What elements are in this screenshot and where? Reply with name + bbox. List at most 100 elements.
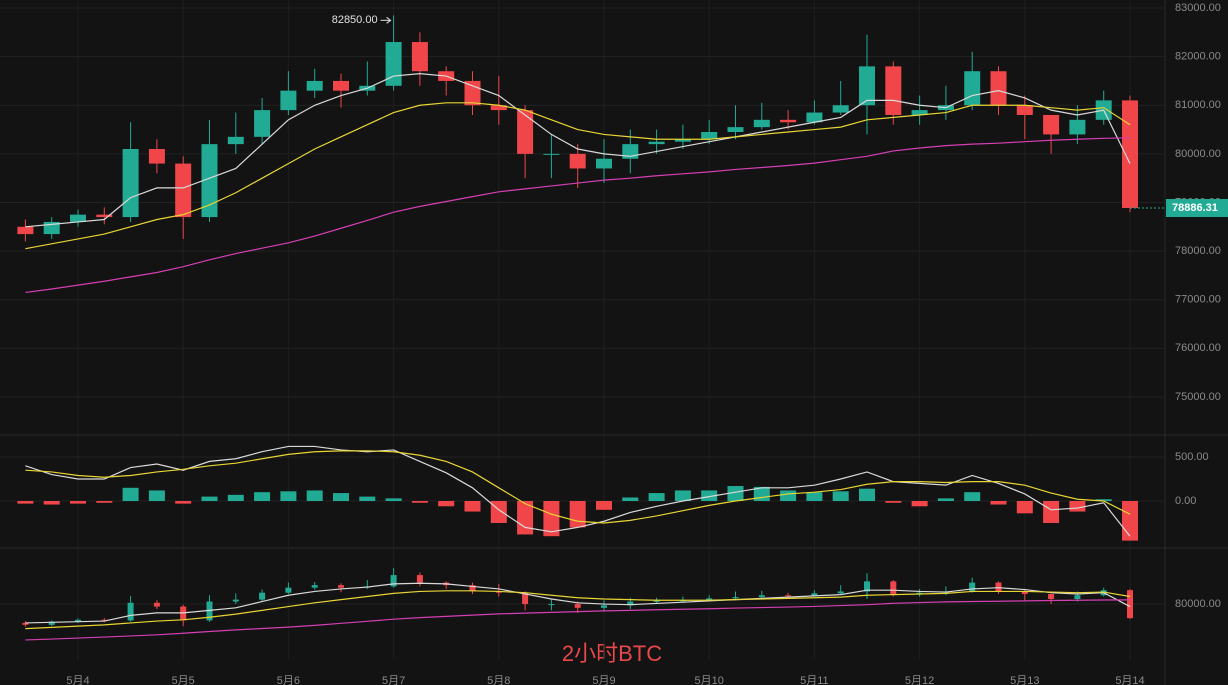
macd-bar <box>674 490 691 501</box>
lower-candle-body <box>995 582 1002 592</box>
macd-bar <box>543 501 560 537</box>
candle-body <box>1122 100 1138 209</box>
candle-body <box>727 127 744 132</box>
lower-candle-body <box>1048 593 1055 600</box>
macd-bar <box>122 487 139 501</box>
macd-bar <box>43 501 60 505</box>
macd-bar <box>1069 501 1086 512</box>
macd-bar <box>701 490 718 501</box>
candle-body <box>885 66 902 115</box>
candle-body <box>306 80 323 91</box>
macd-bar <box>780 490 797 501</box>
y-tick-label: 82000.00 <box>1175 51 1221 63</box>
x-tick-label: 5月6 <box>277 675 300 685</box>
candle-body <box>1043 114 1060 135</box>
candle-body <box>543 153 560 155</box>
annotation-arrowhead <box>386 16 392 24</box>
x-tick-label: 5月9 <box>592 675 615 685</box>
lower-candle-body <box>916 592 923 594</box>
macd-bar <box>990 501 1007 505</box>
lower-candle-body <box>469 585 476 592</box>
x-tick-label: 5月11 <box>800 675 829 685</box>
y-tick-label: 83000.00 <box>1175 2 1221 14</box>
lower-candle-body <box>259 592 266 600</box>
macd-bar <box>385 498 402 501</box>
macd-bar <box>648 493 665 501</box>
watermark-title: 2小时BTC <box>562 641 662 666</box>
lower-ma-line <box>25 582 1131 624</box>
macd-line <box>25 450 1131 524</box>
macd-bar <box>885 501 902 503</box>
x-tick-label: 5月10 <box>695 675 724 685</box>
candle-body <box>648 141 665 145</box>
macd-bar <box>411 501 428 503</box>
lower-candle-body <box>127 602 134 621</box>
x-tick-label: 5月5 <box>172 675 195 685</box>
ma-line <box>25 137 1131 294</box>
macd-bar <box>17 501 34 504</box>
candle-body <box>464 80 481 106</box>
macd-bar <box>201 496 218 501</box>
macd-bar <box>622 497 639 501</box>
lower-candle-body <box>338 585 344 588</box>
y-tick-label: 80000.00 <box>1175 148 1221 160</box>
candle-body <box>753 119 770 128</box>
annotation-label: 82850.00 <box>332 14 378 26</box>
lower-candle-body <box>785 595 792 597</box>
macd-bar <box>964 492 981 501</box>
lower-candle-body <box>653 600 660 602</box>
y-tick-label: 500.00 <box>1175 451 1209 463</box>
last-price-box <box>1166 199 1228 218</box>
lower-candle-body <box>101 619 108 621</box>
ma-line <box>25 73 1131 228</box>
candle-body <box>911 110 928 115</box>
candle-body <box>701 131 718 140</box>
candle-body <box>569 153 586 169</box>
y-tick-label: 75000.00 <box>1175 391 1221 403</box>
lower-candle-body <box>153 602 160 607</box>
candle-body <box>280 90 297 111</box>
lower-candle-body <box>837 591 844 594</box>
lower-candle-body <box>601 605 607 608</box>
candle-body <box>832 105 849 113</box>
candle-body <box>254 110 271 137</box>
candle-body <box>385 42 402 86</box>
macd-bar <box>596 501 612 510</box>
macd-bar <box>254 492 271 501</box>
lower-candle-body <box>522 592 529 605</box>
candle-body <box>1016 105 1033 115</box>
y-tick-label: 78000.00 <box>1175 245 1221 257</box>
macd-bar <box>832 491 849 501</box>
macd-bar <box>569 501 586 528</box>
candle-body <box>490 105 507 111</box>
candle-body <box>227 136 244 145</box>
ma-line <box>25 102 1131 250</box>
lower-candle-body <box>390 575 397 587</box>
macd-bar <box>359 496 376 501</box>
candle-body <box>148 149 165 164</box>
y-tick-label: 0.00 <box>1175 495 1196 507</box>
macd-bar <box>70 501 86 504</box>
macd-bar <box>148 490 165 501</box>
candle-body <box>780 119 797 123</box>
macd-bar <box>517 501 534 535</box>
macd-bar <box>806 492 823 501</box>
lower-candle-body <box>232 599 239 602</box>
candle-body <box>411 42 428 72</box>
candle-body <box>964 71 981 106</box>
lower-candle-body <box>706 598 713 601</box>
candle-body <box>17 226 34 235</box>
lower-candle-body <box>180 606 187 621</box>
lower-candle-body <box>1074 595 1081 600</box>
lower-candle-body <box>732 597 739 599</box>
lower-candle-body <box>548 604 555 606</box>
macd-bar <box>727 486 744 501</box>
lower-candle-body <box>627 601 634 606</box>
lower-candle-body <box>495 591 502 593</box>
last-price-label: 78886.31 <box>1172 202 1218 214</box>
candle-body <box>201 144 218 218</box>
x-tick-label: 5月8 <box>487 675 510 685</box>
candle-body <box>333 80 349 91</box>
lower-candle-body <box>48 621 55 625</box>
lower-candle-body <box>890 581 897 594</box>
